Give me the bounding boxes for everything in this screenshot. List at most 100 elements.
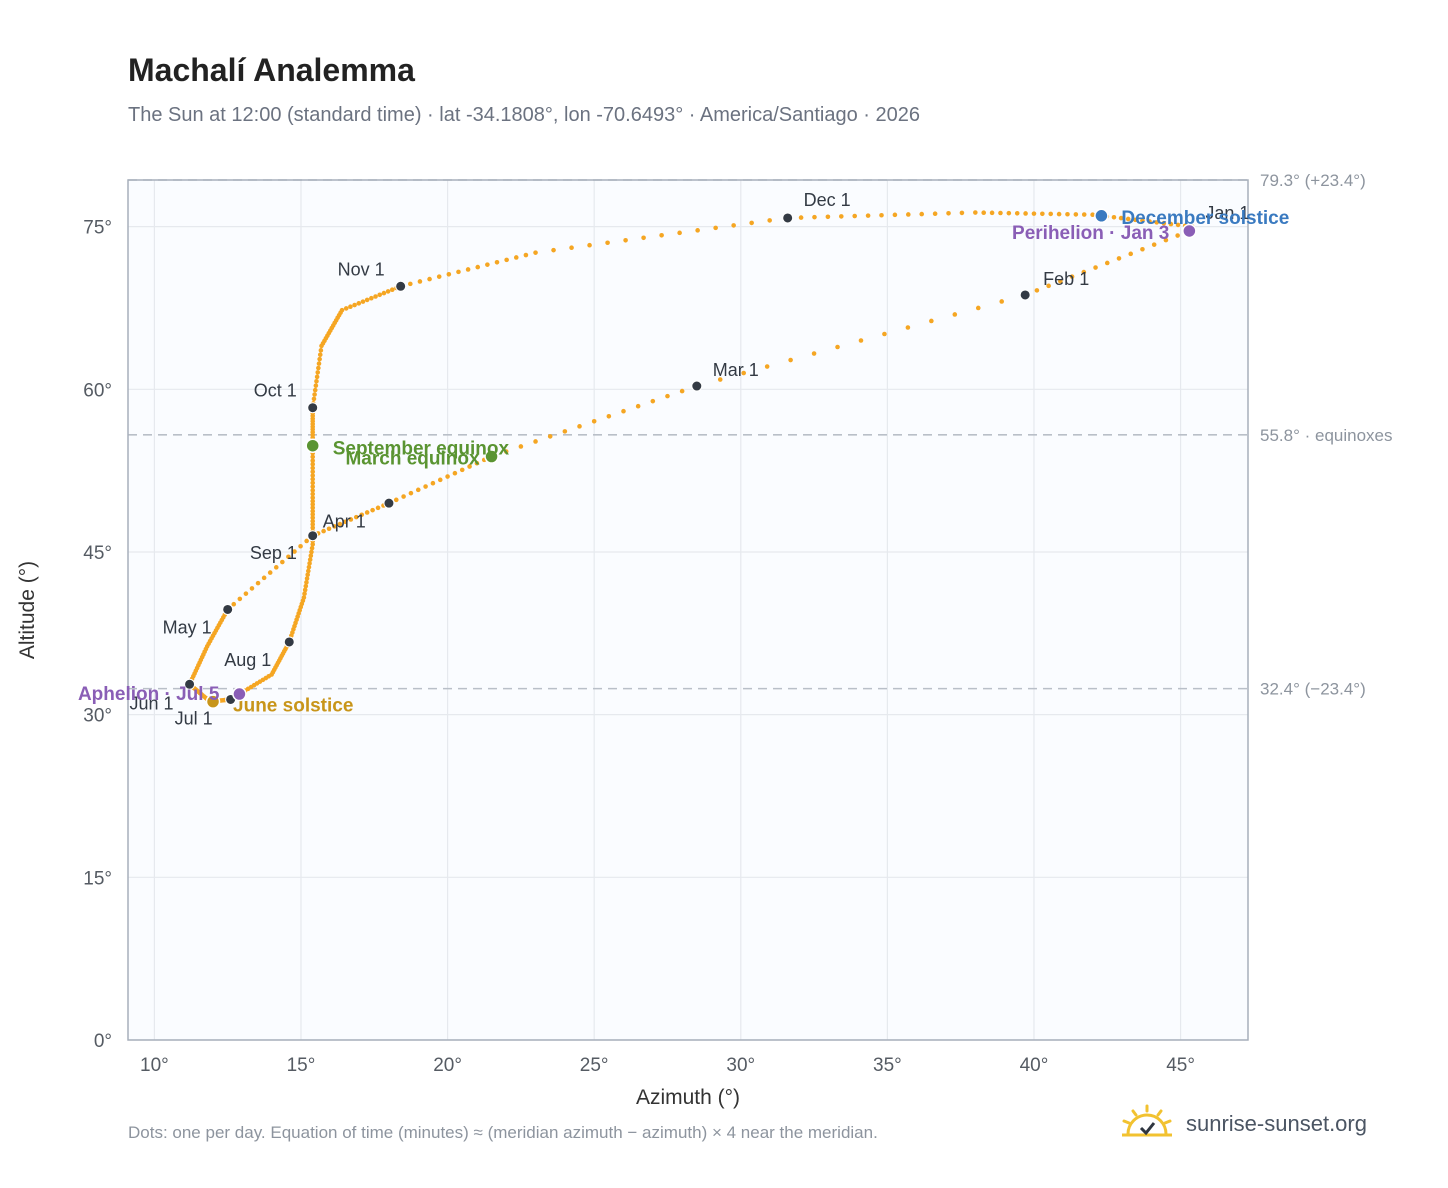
daily-dot: [1161, 220, 1167, 226]
daily-dot: [1031, 211, 1037, 216]
daily-dot: [485, 262, 490, 267]
daily-dot: [650, 398, 656, 404]
daily-dot: [952, 312, 958, 317]
daily-dot: [437, 477, 443, 483]
daily-dot: [1154, 220, 1159, 225]
daily-dot: [360, 299, 366, 304]
daily-dot: [310, 454, 316, 460]
brand[interactable]: sunrise-sunset.org: [1120, 1102, 1367, 1146]
daily-dot: [343, 519, 348, 525]
daily-dot: [301, 595, 307, 600]
daily-dot: [321, 528, 326, 534]
daily-dot: [1140, 246, 1145, 252]
daily-dot: [1023, 211, 1028, 216]
daily-dot: [906, 212, 911, 217]
daily-dot: [310, 476, 316, 482]
daily-dot: [359, 512, 365, 518]
daily-dot: [286, 554, 291, 560]
month-label: Oct 1: [254, 381, 297, 401]
month-label: Apr 1: [323, 512, 366, 532]
daily-dot: [370, 507, 375, 513]
daily-dot: [467, 464, 472, 469]
daily-dot: [1046, 283, 1051, 289]
daily-dot: [364, 510, 370, 515]
daily-dot: [717, 377, 723, 382]
footnote: Dots: one per day. Equation of time (min…: [128, 1123, 878, 1142]
reference-line-label: 32.4° (−23.4°): [1260, 680, 1366, 699]
plot-frame: [127, 179, 1249, 1041]
event-marker: [232, 686, 247, 702]
daily-dot: [731, 223, 736, 228]
event-marker: [484, 449, 499, 464]
daily-dot: [389, 287, 395, 292]
daily-dot: [1111, 214, 1117, 220]
daily-dot: [533, 250, 538, 255]
daily-dot: [494, 259, 500, 265]
daily-dot: [401, 494, 406, 499]
daily-dot: [280, 559, 285, 565]
daily-dot: [369, 295, 374, 301]
daily-dot: [1140, 218, 1145, 223]
daily-dot: [929, 318, 934, 324]
month-label: Dec 1: [804, 190, 851, 210]
daily-dot: [352, 302, 357, 308]
daily-dot: [551, 247, 556, 253]
daily-dot: [310, 518, 316, 524]
daily-dot: [764, 364, 770, 369]
month-marker: [184, 678, 196, 690]
daily-dot: [695, 228, 700, 233]
daily-dot: [547, 434, 553, 439]
daily-dot: [339, 307, 345, 313]
daily-dot: [337, 521, 343, 527]
daily-dot: [835, 344, 840, 350]
event-label: Perihelion · Jan 3: [1012, 223, 1169, 244]
daily-dot: [353, 514, 359, 520]
daily-dot: [423, 484, 428, 489]
daily-dot: [292, 549, 297, 554]
chart-subtitle: The Sun at 12:00 (standard time) · lat -…: [128, 104, 921, 126]
y-axis-label: Altitude (°): [16, 561, 39, 659]
daily-dot: [307, 561, 312, 566]
daily-dot: [989, 210, 995, 216]
daily-dot: [315, 370, 321, 375]
month-marker: [307, 402, 319, 414]
daily-dot: [882, 331, 887, 337]
daily-dot: [767, 218, 772, 223]
daily-dot: [905, 325, 911, 330]
daily-dot: [364, 297, 370, 303]
daily-dot: [332, 524, 337, 529]
daily-dot: [314, 374, 320, 380]
daily-dot: [310, 491, 316, 497]
daily-dot: [267, 570, 273, 575]
daily-dot: [999, 299, 1005, 304]
daily-dot: [591, 418, 597, 424]
daily-dot: [310, 515, 316, 521]
daily-dot: [605, 240, 610, 246]
daily-dot: [1175, 233, 1180, 238]
daily-dot: [879, 212, 884, 218]
x-tick-label: 10°: [140, 1055, 169, 1076]
x-axis-ticks: 10° 15° 20° 25° 30° 35° 40° 45°: [140, 1055, 1195, 1076]
daily-dot: [304, 580, 309, 585]
sun-logo-icon: [1122, 1104, 1172, 1137]
daily-dot: [865, 213, 871, 218]
daily-dot: [641, 235, 646, 241]
daily-dot: [1116, 256, 1122, 261]
daily-dot: [430, 480, 436, 486]
x-tick-label: 15°: [287, 1055, 316, 1076]
daily-dot: [304, 576, 310, 581]
daily-dot: [446, 271, 452, 277]
daily-dot: [1147, 219, 1152, 224]
daily-dot: [231, 601, 237, 607]
daily-dot: [436, 274, 442, 279]
daily-dot: [310, 495, 316, 501]
daily-dot: [1034, 288, 1040, 293]
y-tick-label: 30°: [83, 706, 112, 727]
month-label: Nov 1: [338, 259, 385, 279]
daily-dot: [1048, 211, 1054, 217]
daily-dot: [415, 487, 421, 493]
daily-dot: [741, 370, 747, 376]
daily-dot: [310, 461, 316, 467]
chart-title: Machalí Analemma: [128, 52, 415, 88]
daily-dot: [310, 498, 316, 504]
